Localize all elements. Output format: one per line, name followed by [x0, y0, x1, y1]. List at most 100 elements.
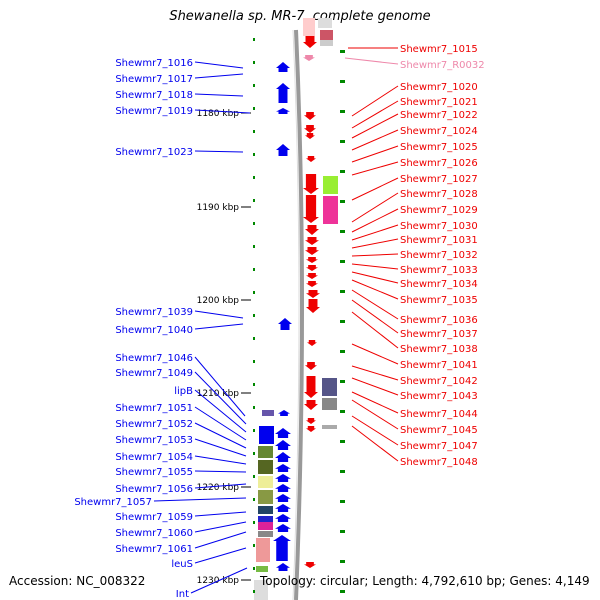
annotation-box	[258, 506, 273, 514]
genome-backbone	[294, 29, 304, 600]
gene-label-left[interactable]: Shewmr7_1060	[115, 528, 193, 539]
gene-label-right[interactable]: Shewmr7_1045	[400, 425, 478, 436]
backbone-shadow	[292, 29, 300, 600]
gene-label-right[interactable]: Shewmr7_1041	[400, 360, 478, 371]
gene-label-right[interactable]: Shewmr7_1025	[400, 142, 478, 153]
ruler-label: 1200 kbp	[197, 296, 240, 306]
gene-label-left[interactable]: lipB	[174, 386, 193, 397]
annotation-box	[258, 460, 273, 474]
leader-line	[194, 406, 247, 441]
gene-label-right[interactable]: Shewmr7_1028	[400, 189, 478, 200]
gene-label-right[interactable]: Shewmr7_1027	[400, 174, 478, 185]
minor-tick	[253, 590, 255, 593]
gene-label-left[interactable]: Shewmr7_1039	[115, 307, 193, 318]
gene-label-left[interactable]: Shewmr7_1019	[115, 106, 193, 117]
annotation-box	[258, 522, 273, 530]
leader-line	[194, 483, 247, 489]
ruler-label: 1190 kbp	[197, 203, 240, 213]
minor-tick	[253, 222, 255, 225]
minor-tick	[340, 530, 345, 533]
gene-label-right[interactable]: Shewmr7_R0032	[400, 60, 485, 71]
minor-tick	[253, 176, 255, 179]
gene-label-right[interactable]: Shewmr7_1021	[400, 97, 478, 108]
annotation-box	[258, 490, 273, 504]
gene-label-right[interactable]: Shewmr7_1037	[400, 329, 478, 340]
gene-label-left[interactable]: Shewmr7_1023	[115, 147, 193, 158]
minor-tick	[340, 320, 345, 323]
annotation-box	[322, 398, 337, 410]
gene-label-right[interactable]: Shewmr7_1038	[400, 344, 478, 355]
gene-label-right[interactable]: Shewmr7_1024	[400, 126, 478, 137]
rna-gene	[303, 55, 315, 61]
gene-label-left[interactable]: Shewmr7_1051	[115, 403, 193, 414]
minor-tick	[253, 199, 255, 202]
reverse-gene	[306, 290, 320, 298]
gene-label-left[interactable]: leuS	[171, 559, 193, 570]
minor-tick	[340, 560, 345, 563]
gene-label-right[interactable]: Shewmr7_1031	[400, 235, 478, 246]
gene-label-left[interactable]: Shewmr7_1018	[115, 90, 193, 101]
gene-label-left[interactable]: Shewmr7_1046	[115, 353, 193, 364]
minor-tick	[340, 230, 345, 233]
leader-line	[194, 310, 244, 319]
reverse-gene	[304, 400, 318, 410]
gene-label-right[interactable]: Shewmr7_1029	[400, 205, 478, 216]
leader-line	[194, 422, 247, 449]
leader-line	[351, 425, 399, 462]
forward-gene	[275, 524, 291, 532]
gene-label-left[interactable]: Int	[176, 589, 189, 600]
reverse-gene	[304, 562, 316, 568]
gene-label-right[interactable]: Shewmr7_1035	[400, 295, 478, 306]
minor-tick	[340, 140, 345, 143]
ruler: 1180 kbp 1190 kbp 1200 kbp 1210 kbp 1220 kbp…	[197, 109, 251, 586]
gene-label-right[interactable]: Shewmr7_1032	[400, 250, 478, 261]
gene-label-left[interactable]: Shewmr7_1061	[115, 544, 193, 555]
gene-label-right[interactable]: Shewmr7_1042	[400, 376, 478, 387]
leader-line	[351, 253, 399, 257]
gene-label-left[interactable]: Shewmr7_1052	[115, 419, 193, 430]
forward-gene	[275, 452, 291, 462]
annotation-box	[258, 476, 273, 488]
gene-label-left[interactable]: Shewmr7_1057	[74, 497, 152, 508]
leader-line	[194, 547, 247, 564]
gene-label-left[interactable]: Shewmr7_1040	[115, 325, 193, 336]
gene-label-left[interactable]: Shewmr7_1053	[115, 435, 193, 446]
gene-label-right[interactable]: Shewmr7_1043	[400, 391, 478, 402]
gene-label-left[interactable]: Shewmr7_1017	[115, 74, 193, 85]
minor-tick	[253, 291, 255, 294]
gene-label-left[interactable]: Shewmr7_1056	[115, 484, 193, 495]
gene-label-left[interactable]: Shewmr7_1055	[115, 467, 193, 478]
gene-label-left[interactable]: Shewmr7_1016	[115, 58, 193, 69]
gene-label-right[interactable]: Shewmr7_1044	[400, 409, 478, 420]
leader-line	[153, 497, 247, 502]
gene-label-right[interactable]: Shewmr7_1020	[400, 82, 478, 93]
gene-label-left[interactable]: Shewmr7_1059	[115, 512, 193, 523]
minor-tick	[340, 110, 345, 113]
minor-tick	[253, 360, 255, 363]
leader-line	[351, 311, 399, 349]
minor-tick	[340, 380, 345, 383]
gene-label-right[interactable]: Shewmr7_1015	[400, 44, 478, 55]
leader-line	[351, 415, 399, 446]
forward-gene	[278, 318, 292, 330]
reverse-gene	[306, 265, 318, 271]
leader-line	[351, 365, 399, 381]
gene-label-right[interactable]: Shewmr7_1034	[400, 279, 478, 290]
gene-label-left[interactable]: Shewmr7_1049	[115, 368, 193, 379]
gene-label-right[interactable]: Shewmr7_1047	[400, 441, 478, 452]
gene-label-right[interactable]: Shewmr7_1026	[400, 158, 478, 169]
minor-tick	[253, 452, 255, 455]
minor-tick	[340, 590, 345, 593]
gene-label-right[interactable]: Shewmr7_1022	[400, 110, 478, 121]
minor-tick	[253, 475, 255, 478]
gene-label-right[interactable]: Shewmr7_1033	[400, 265, 478, 276]
forward-gene	[275, 428, 291, 438]
gene-label-left[interactable]: Shewmr7_1054	[115, 452, 193, 463]
minor-tick	[253, 521, 255, 524]
annotation-box	[320, 40, 333, 46]
gene-label-right[interactable]: Shewmr7_1048	[400, 457, 478, 468]
minor-tick	[340, 50, 345, 53]
gene-label-right[interactable]: Shewmr7_1030	[400, 221, 478, 232]
gene-label-right[interactable]: Shewmr7_1036	[400, 315, 478, 326]
reverse-gene	[306, 257, 318, 263]
